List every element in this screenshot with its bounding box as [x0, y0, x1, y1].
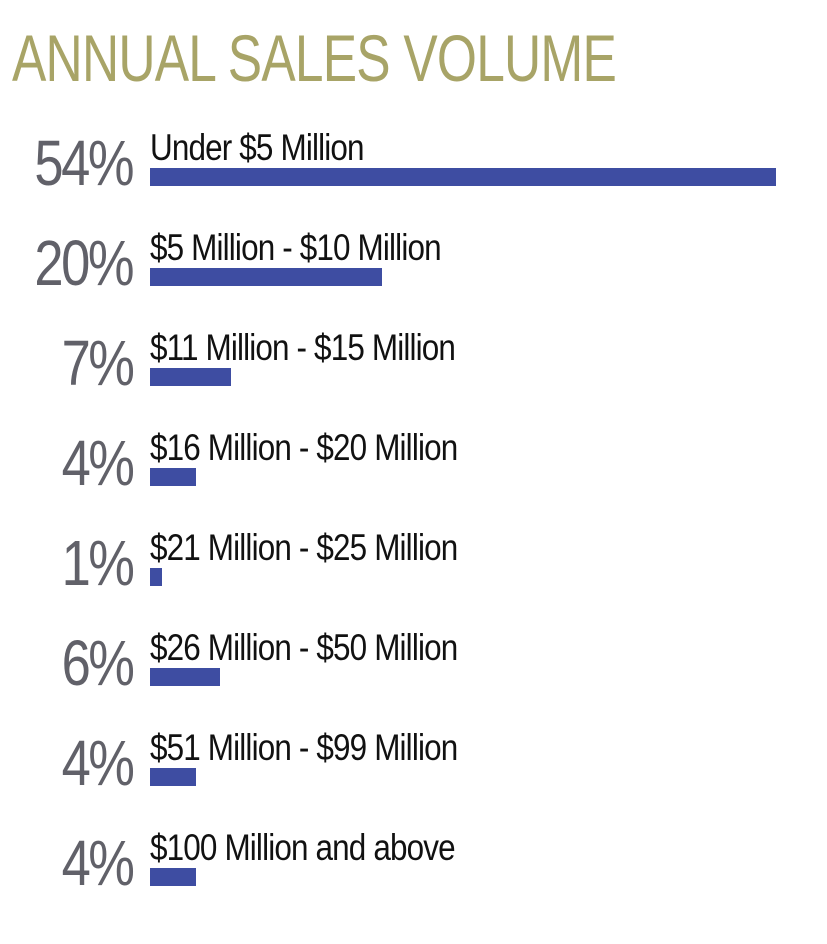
- bar-row: 4% $51 Million - $99 Million: [0, 728, 827, 828]
- bar-row: 1% $21 Million - $25 Million: [0, 528, 827, 628]
- category-label: $100 Million and above: [150, 827, 456, 868]
- bar-track: [150, 368, 776, 386]
- percent-label: 4%: [61, 427, 134, 499]
- bar-track: [150, 468, 776, 486]
- bar-track: [150, 768, 776, 786]
- bar-track: [150, 868, 776, 886]
- bar-track: [150, 568, 776, 586]
- percent-label: 7%: [61, 327, 134, 399]
- bar-row: 4% $16 Million - $20 Million: [0, 428, 827, 528]
- bar: [150, 468, 196, 486]
- category-label: Under $5 Million: [150, 127, 365, 168]
- bar-row: 6% $26 Million - $50 Million: [0, 628, 827, 728]
- chart-title: ANNUAL SALES VOLUME: [12, 21, 617, 95]
- bar-track: [150, 168, 776, 186]
- bar-row: 7% $11 Million - $15 Million: [0, 328, 827, 428]
- bar: [150, 168, 776, 186]
- percent-label: 4%: [61, 827, 134, 899]
- bar: [150, 568, 162, 586]
- bar-track: [150, 668, 776, 686]
- category-label: $26 Million - $50 Million: [150, 627, 458, 668]
- category-label: $11 Million - $15 Million: [150, 327, 456, 368]
- bar: [150, 268, 382, 286]
- bar-track: [150, 268, 776, 286]
- category-label: $16 Million - $20 Million: [150, 427, 458, 468]
- category-label: $5 Million - $10 Million: [150, 227, 442, 268]
- percent-label: 4%: [61, 727, 134, 799]
- category-label: $21 Million - $25 Million: [150, 527, 458, 568]
- percent-label: 54%: [34, 127, 134, 199]
- bar-row: 54% Under $5 Million: [0, 128, 827, 228]
- bar-row: 20% $5 Million - $10 Million: [0, 228, 827, 328]
- percent-label: 20%: [34, 227, 134, 299]
- bar: [150, 868, 196, 886]
- bar-row: 4% $100 Million and above: [0, 828, 827, 928]
- bar: [150, 368, 231, 386]
- percent-label: 1%: [61, 527, 134, 599]
- bar: [150, 668, 220, 686]
- percent-label: 6%: [61, 627, 134, 699]
- category-label: $51 Million - $99 Million: [150, 727, 458, 768]
- bar: [150, 768, 196, 786]
